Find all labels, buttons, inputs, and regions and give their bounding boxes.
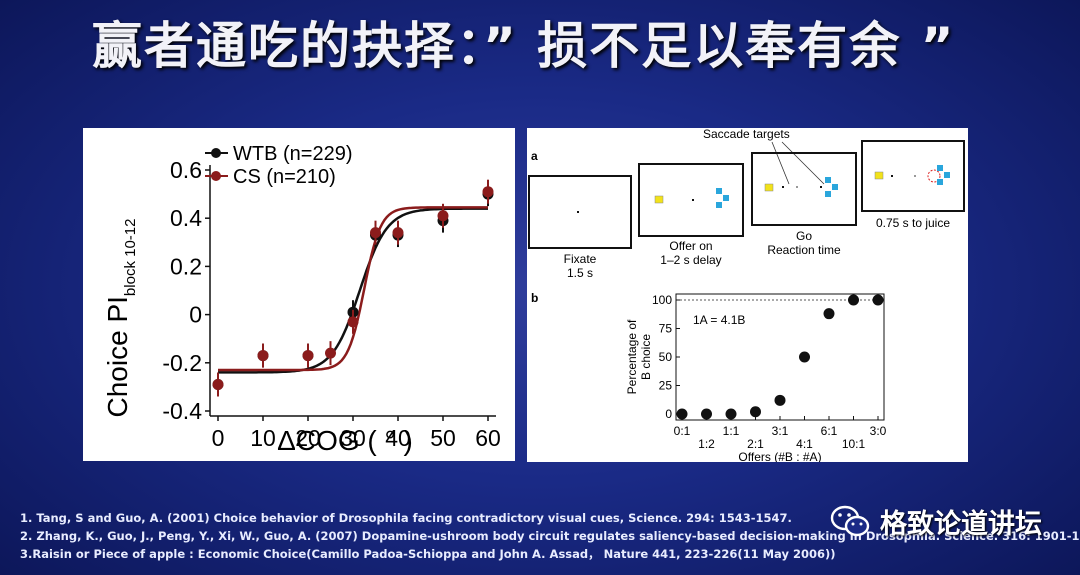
x-tick-label: 20 <box>295 425 321 451</box>
data-point-cs <box>212 378 224 390</box>
y-axis-label-sub: block 10-12 <box>122 219 139 297</box>
panel-a-label: a <box>531 149 538 163</box>
b-data-point <box>872 294 884 306</box>
step-caption: Reaction time <box>767 243 841 257</box>
x-tick-label: 30 <box>340 425 366 451</box>
legend-marker-wtb <box>211 148 221 158</box>
wechat-icon <box>830 505 870 536</box>
b-data-point <box>725 408 737 420</box>
data-point-cs <box>482 186 494 198</box>
y-tick-label: 0.2 <box>170 253 202 279</box>
b-data-point <box>848 294 859 306</box>
b-y-tick-label: 0 <box>665 407 672 421</box>
y-tick-label: 0 <box>189 302 202 328</box>
b-data-point <box>774 394 786 406</box>
data-point-cs <box>325 347 336 359</box>
data-point-cs <box>302 350 314 362</box>
b-y-tick-label: 75 <box>659 322 673 336</box>
y-tick-label: -0.2 <box>162 350 202 376</box>
b-x-tick-label: 2:1 <box>747 437 764 451</box>
b-y-tick-label: 100 <box>652 293 672 307</box>
legend-marker-cs <box>211 171 221 181</box>
references: 1. Tang, S and Guo, A. (2001) Choice beh… <box>20 509 1080 563</box>
b-x-tick-label: 10:1 <box>842 437 866 451</box>
b-data-point <box>823 308 835 320</box>
b-data-point <box>676 408 688 420</box>
x-tick-label: 60 <box>475 425 501 451</box>
data-point-cs <box>392 227 404 239</box>
saccade-targets-label: Saccade targets <box>703 128 790 141</box>
step-caption: 1–2 s delay <box>660 253 721 267</box>
data-point-cs <box>437 210 449 222</box>
step-caption: 0.75 s to juice <box>876 216 950 230</box>
b-y-tick-label: 25 <box>659 379 673 393</box>
y-axis-label-main: Choice PI <box>102 296 133 417</box>
reference-1: 1. Tang, S and Guo, A. (2001) Choice beh… <box>20 511 792 525</box>
choice-pi-chart-svg: Choice PIblock 10-12 ΔCOG ( ° ) 0.6 0.4 0.… <box>102 143 501 456</box>
slide-title: 赢者通吃的抉择：” 损不足以奉有余 ” <box>92 17 956 75</box>
fit-line-cs <box>218 206 488 372</box>
y-tick-label: 0.4 <box>170 205 202 231</box>
legend: WTB (n=229) CS (n=210) <box>205 143 352 188</box>
data-point-cs <box>370 227 381 239</box>
b-x-axis-label: Offers (#B : #A) <box>738 450 821 462</box>
b-x-tick-label: 1:1 <box>723 424 740 438</box>
legend-label-cs: CS (n=210) <box>233 166 336 188</box>
x-tick-label: 50 <box>430 425 456 451</box>
data-point-cs <box>347 316 359 328</box>
fixate-frame <box>528 175 632 249</box>
economic-choice-figure: a Saccade targets Fixate 1.5 s Offer on 1–2… <box>527 128 968 462</box>
x-tick-label: 10 <box>250 425 276 451</box>
b-y-axis-label: Percentage ofB choice <box>625 319 653 394</box>
b-x-tick-label: 4:1 <box>796 437 813 451</box>
x-tick-label: 40 <box>385 425 411 451</box>
x-tick-label: 0 <box>212 425 225 451</box>
b-x-tick-label: 3:0 <box>870 424 887 438</box>
b-data-point <box>750 406 761 418</box>
step-caption: Fixate <box>564 252 597 266</box>
b-data-point <box>799 351 810 363</box>
y-axis-label: Choice PIblock 10-12 <box>102 219 139 418</box>
b-x-tick-label: 1:2 <box>698 437 715 451</box>
offer-frame <box>638 163 744 237</box>
drosophila-choice-chart: Choice PIblock 10-12 ΔCOG ( ° ) 0.6 0.4 0.… <box>83 128 515 461</box>
data-point-cs <box>257 350 269 362</box>
step-caption: Offer on <box>669 239 712 253</box>
y-tick-label: -0.4 <box>162 398 202 424</box>
step-caption: Go <box>796 229 812 243</box>
b-data-point <box>701 408 712 420</box>
fit-line-wtb <box>218 207 488 374</box>
reference-3: 3.Raisin or Piece of apple : Economic Ch… <box>20 547 836 561</box>
legend-label-wtb: WTB (n=229) <box>233 143 352 165</box>
y-tick-label: 0.6 <box>170 157 202 183</box>
panel-b-label: b <box>531 291 538 305</box>
watermark: 格致论道讲坛 <box>830 502 1042 541</box>
reference-2: 2. Zhang, K., Guo, J., Peng, Y., Xi, W.,… <box>20 529 1080 543</box>
b-x-tick-label: 0:1 <box>674 424 691 438</box>
step-caption: 1.5 s <box>567 266 593 280</box>
x-axis-label: ΔCOG ( ° ) <box>277 425 413 456</box>
b-x-tick-label: 3:1 <box>772 424 789 438</box>
go-frame <box>751 152 857 226</box>
b-x-tick-label: 6:1 <box>821 424 838 438</box>
juice-frame <box>861 140 965 212</box>
watermark-text: 格致论道讲坛 <box>880 509 1042 540</box>
exchange-rate-annotation: 1A = 4.1B <box>693 313 745 327</box>
b-y-tick-label: 50 <box>659 350 673 364</box>
